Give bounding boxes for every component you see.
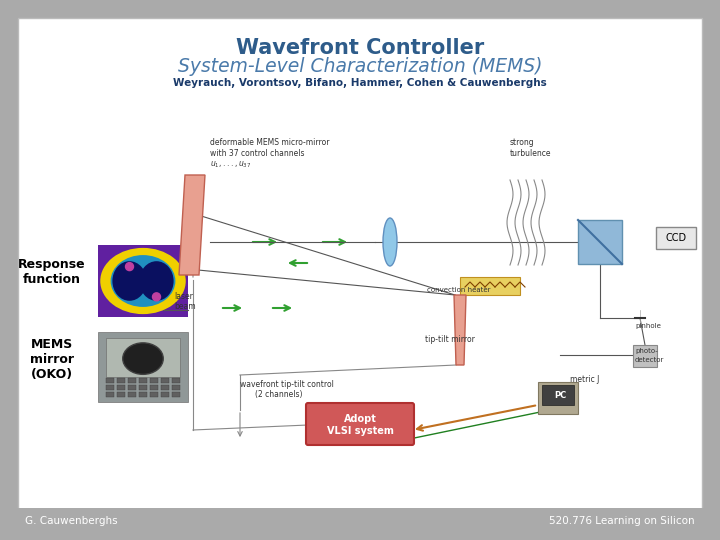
Text: deformable MEMS micro-mirror: deformable MEMS micro-mirror (210, 138, 330, 147)
Bar (161, 377, 169, 382)
Ellipse shape (140, 261, 174, 301)
Text: Weyrauch, Vorontsov, Bifano, Hammer, Cohen & Cauwenberghs: Weyrauch, Vorontsov, Bifano, Hammer, Coh… (173, 78, 547, 88)
Text: Adopt
VLSI system: Adopt VLSI system (327, 414, 393, 436)
Bar (128, 392, 136, 396)
Bar (117, 384, 125, 389)
Text: photo-: photo- (635, 348, 658, 354)
Circle shape (125, 262, 133, 271)
Text: Wavefront Controller: Wavefront Controller (236, 38, 484, 58)
Bar (117, 377, 125, 382)
Bar (460, 277, 520, 295)
Bar (106, 392, 114, 396)
Ellipse shape (100, 248, 186, 314)
FancyBboxPatch shape (306, 403, 414, 445)
Bar (538, 382, 578, 414)
Text: strong: strong (510, 138, 535, 147)
Text: MEMS
mirror
(OKO): MEMS mirror (OKO) (30, 338, 74, 381)
Bar (633, 345, 657, 367)
Bar (128, 384, 136, 389)
Bar (128, 377, 136, 382)
Polygon shape (179, 175, 205, 275)
Ellipse shape (122, 343, 163, 374)
Text: detector: detector (635, 357, 665, 363)
Bar (0, 508, 720, 540)
Bar (172, 384, 180, 389)
Text: (2 channels): (2 channels) (255, 390, 302, 399)
Bar (98, 332, 188, 402)
Text: with 37 control channels: with 37 control channels (210, 149, 305, 158)
Bar (106, 377, 114, 382)
Bar (106, 338, 180, 376)
Bar (150, 384, 158, 389)
Bar (139, 384, 147, 389)
Bar (117, 392, 125, 396)
Text: Response
function: Response function (18, 258, 86, 286)
Text: laser: laser (174, 292, 193, 301)
Bar (161, 384, 169, 389)
Text: $u_{1},...,u_{37}$: $u_{1},...,u_{37}$ (210, 160, 251, 171)
Bar (161, 392, 169, 396)
Bar (139, 377, 147, 382)
Polygon shape (454, 295, 466, 365)
Text: 520.776 Learning on Silicon: 520.776 Learning on Silicon (549, 516, 695, 526)
FancyBboxPatch shape (18, 18, 702, 510)
Bar (150, 377, 158, 382)
Text: System-Level Characterization (MEMS): System-Level Characterization (MEMS) (178, 57, 542, 76)
Text: CCD: CCD (665, 233, 687, 243)
Bar (656, 227, 696, 249)
Text: wavefront tip-tilt control: wavefront tip-tilt control (240, 380, 334, 389)
Text: pinhole: pinhole (635, 323, 661, 329)
Ellipse shape (112, 261, 147, 301)
Bar (150, 392, 158, 396)
Text: G. Cauwenberghs: G. Cauwenberghs (25, 516, 117, 526)
Text: convection heater: convection heater (427, 287, 490, 293)
Bar (98, 245, 188, 317)
Bar (139, 392, 147, 396)
Bar (106, 384, 114, 389)
Text: tip-tilt mirror: tip-tilt mirror (425, 335, 475, 344)
Bar (578, 220, 622, 264)
Bar (172, 392, 180, 396)
Ellipse shape (111, 255, 176, 307)
Bar (542, 385, 574, 405)
Ellipse shape (383, 218, 397, 266)
Bar (172, 377, 180, 382)
Text: turbulence: turbulence (510, 149, 552, 158)
Circle shape (153, 293, 161, 301)
Text: beam: beam (174, 302, 196, 311)
Text: PC: PC (554, 390, 566, 400)
Text: metric J: metric J (570, 375, 599, 384)
